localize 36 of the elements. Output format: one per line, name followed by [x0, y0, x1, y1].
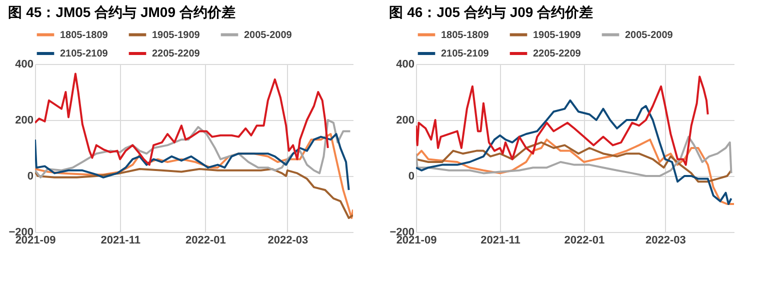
x-tick-label: 2022-01	[564, 234, 605, 246]
legend-label: 2005-2009	[244, 30, 292, 41]
y-tick-label: 0	[27, 170, 34, 182]
line-series	[35, 168, 353, 219]
x-tick-label: 2021-09	[396, 234, 437, 246]
line-series	[35, 133, 350, 191]
line-series	[35, 133, 353, 219]
legend-label: 2005-2009	[625, 30, 674, 41]
line-series	[416, 136, 732, 177]
legend-label: 2105-2109	[441, 48, 490, 60]
legend-label: 2205-2209	[152, 48, 200, 60]
y-tick-label: 400	[15, 58, 34, 70]
line-series	[35, 72, 329, 166]
legend-label: 1805-1809	[60, 30, 108, 41]
legend-label: 1905-1909	[152, 30, 200, 41]
x-tick-label: 2022-01	[185, 234, 226, 246]
x-tick-label: 2021-11	[100, 234, 140, 246]
x-tick-label: 2021-09	[15, 234, 56, 246]
line-series	[35, 119, 352, 178]
x-tick-label: 2022-03	[268, 234, 308, 246]
legend-label: 2205-2209	[533, 48, 582, 60]
y-tick-label: 0	[408, 170, 414, 182]
legend-label: 1805-1809	[441, 30, 490, 41]
line-series	[416, 99, 732, 205]
line-series	[416, 141, 732, 183]
line-series	[416, 76, 709, 166]
x-tick-label: 2022-03	[645, 234, 686, 246]
y-tick-label: 200	[15, 114, 34, 126]
y-tick-label: 200	[396, 114, 414, 126]
legend-label: 1905-1909	[533, 30, 582, 41]
legend-label: 2105-2109	[60, 48, 108, 60]
line-series	[416, 138, 734, 205]
y-tick-label: 400	[396, 58, 414, 70]
x-tick-label: 2021-11	[480, 234, 520, 246]
chart-title: 图 45：JM05 合约与 JM09 合约价差	[8, 4, 236, 20]
chart-title: 图 46：J05 合约与 J09 合约价差	[389, 4, 594, 20]
